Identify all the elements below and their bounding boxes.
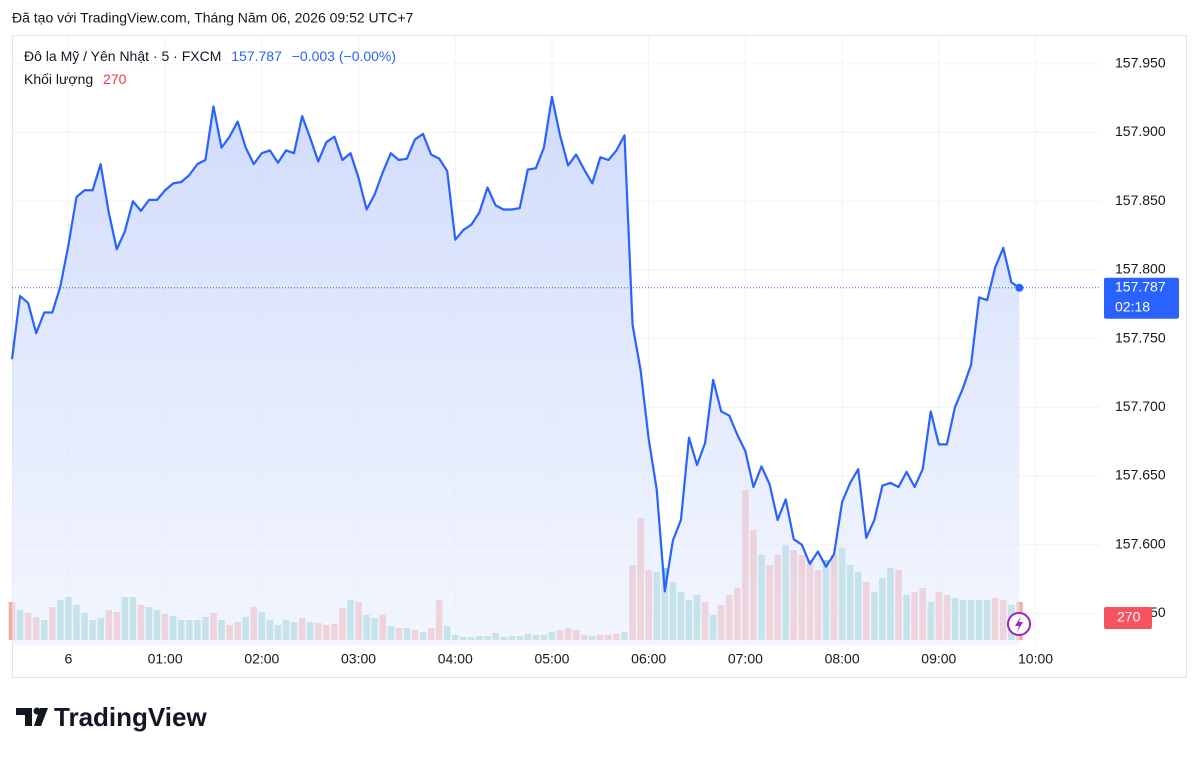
price-line: [10, 95, 1021, 593]
price-label: 157.787: [1115, 278, 1166, 294]
volume-price-label: 270: [1117, 609, 1141, 625]
price-area: [12, 96, 1020, 645]
last-price: 157.787: [231, 48, 282, 64]
symbol: Đô la Mỹ / Yên Nhật · 5 · FXCM: [24, 48, 221, 64]
logo-mark: [16, 708, 48, 726]
x-tick-label: 10:00: [1018, 651, 1053, 667]
x-tick-label: 02:00: [244, 651, 279, 667]
y-tick-label: 157.750: [1115, 329, 1166, 345]
y-tick-label: 157.950: [1115, 55, 1166, 71]
x-tick-label: 03:00: [341, 651, 376, 667]
volume-label: Khối lượng: [24, 71, 93, 87]
x-tick-label: 07:00: [728, 651, 763, 667]
x-tick-label: 08:00: [825, 651, 860, 667]
y-tick-label: 157.650: [1115, 467, 1166, 483]
x-tick-label: 01:00: [148, 651, 183, 667]
alert-icon: [1007, 612, 1031, 636]
brand: TradingView: [54, 702, 207, 732]
volume-label-box: [1104, 606, 1152, 629]
y-tick-label: 157.900: [1115, 123, 1166, 139]
x-tick-label: 05:00: [534, 651, 569, 667]
y-tick-label: 157.600: [1115, 535, 1166, 551]
logo: TradingView: [16, 702, 207, 732]
x-tick-label: 09:00: [921, 651, 956, 667]
change: −0.003 (−0.00%): [292, 48, 396, 64]
x-tick-label: 06:00: [631, 651, 666, 667]
price-label-box: [1104, 277, 1179, 319]
legend-line: Đô la Mỹ / Yên Nhật · 5 · FXCM 157.787 −…: [24, 48, 396, 64]
credit: Đã tạo với TradingView.com, Tháng Năm 06…: [12, 10, 413, 26]
axes: 157.550157.600157.650157.700157.750157.8…: [65, 55, 1179, 667]
x-tick-label: 6: [65, 651, 73, 667]
y-tick-label: 157.850: [1115, 192, 1166, 208]
x-tick-label: 04:00: [438, 651, 473, 667]
volume-legend: Khối lượng 270: [24, 71, 127, 87]
countdown: 02:18: [1115, 298, 1150, 314]
y-tick-label: 157.800: [1115, 261, 1166, 277]
y-tick-label: 157.700: [1115, 398, 1166, 414]
alert-bolt: [1015, 616, 1023, 632]
volume-last: 270: [103, 71, 127, 87]
plot: [8, 95, 1100, 645]
last-point: [1015, 283, 1024, 292]
logo-dot: [33, 707, 41, 715]
